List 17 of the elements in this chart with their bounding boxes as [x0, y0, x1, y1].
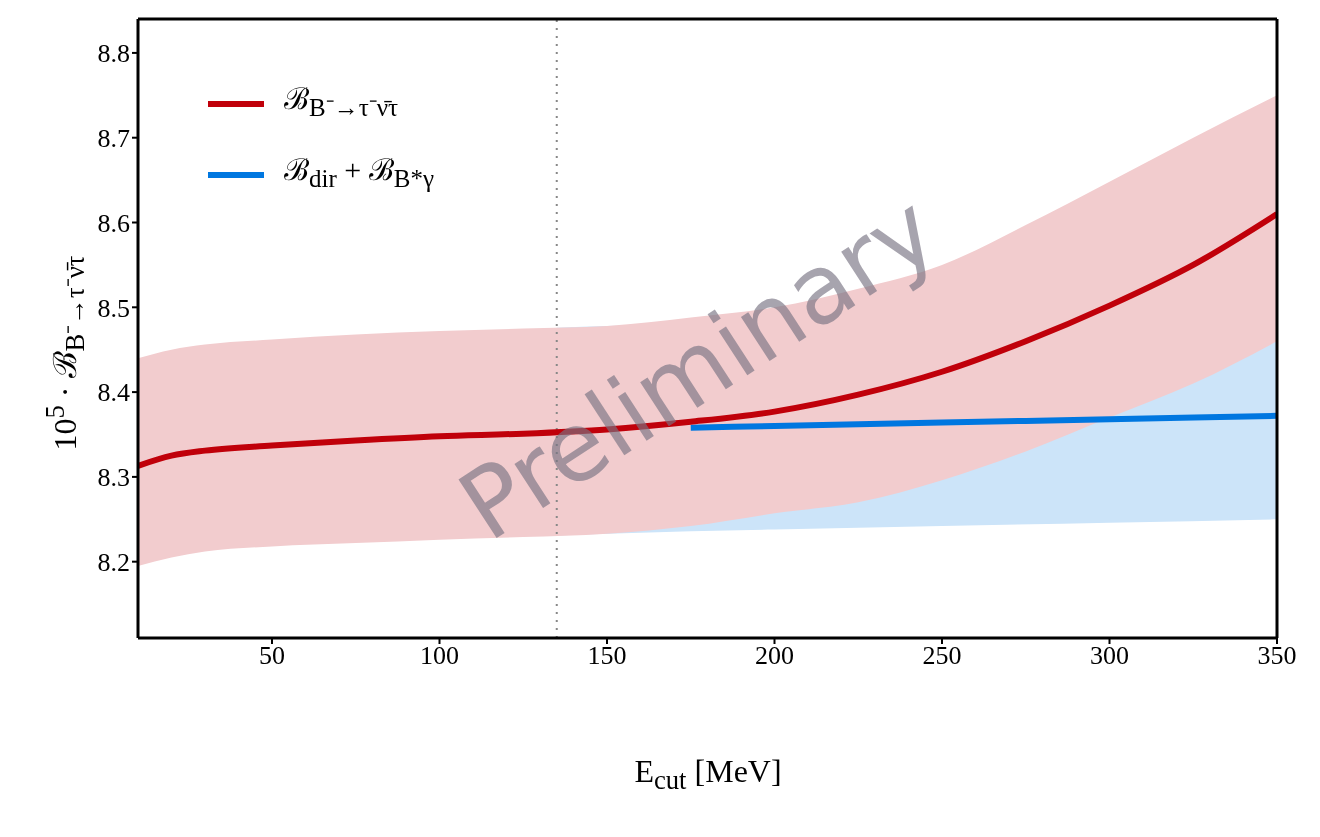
x-tick-label: 350: [1257, 641, 1297, 671]
y-tick-label: 8.7: [97, 123, 130, 153]
y-tick-label: 8.6: [97, 208, 130, 238]
x-tick-label: 300: [1090, 641, 1129, 671]
y-tick-label: 8.5: [97, 293, 130, 323]
x-tick-label: 250: [922, 641, 962, 671]
y-tick-label: 8.8: [97, 39, 130, 69]
legend-label: ℬ$_{dir}$ + ℬ$_{B*γ}$: [284, 152, 434, 194]
x-tick-label: 100: [420, 641, 459, 671]
x-tick-label: 200: [755, 641, 794, 671]
legend-label: ℬ$_{B⁻→τ⁻ν̄τ}$: [284, 81, 399, 123]
y-tick-label: 8.3: [97, 463, 130, 493]
y-tick-label: 8.4: [97, 378, 130, 408]
y-tick-label: 8.2: [97, 547, 130, 577]
x-tick-label: 150: [587, 641, 627, 671]
x-tick-label: 50: [259, 641, 285, 671]
x-axis-title: E$_{cut}$ [MeV]: [633, 753, 783, 797]
